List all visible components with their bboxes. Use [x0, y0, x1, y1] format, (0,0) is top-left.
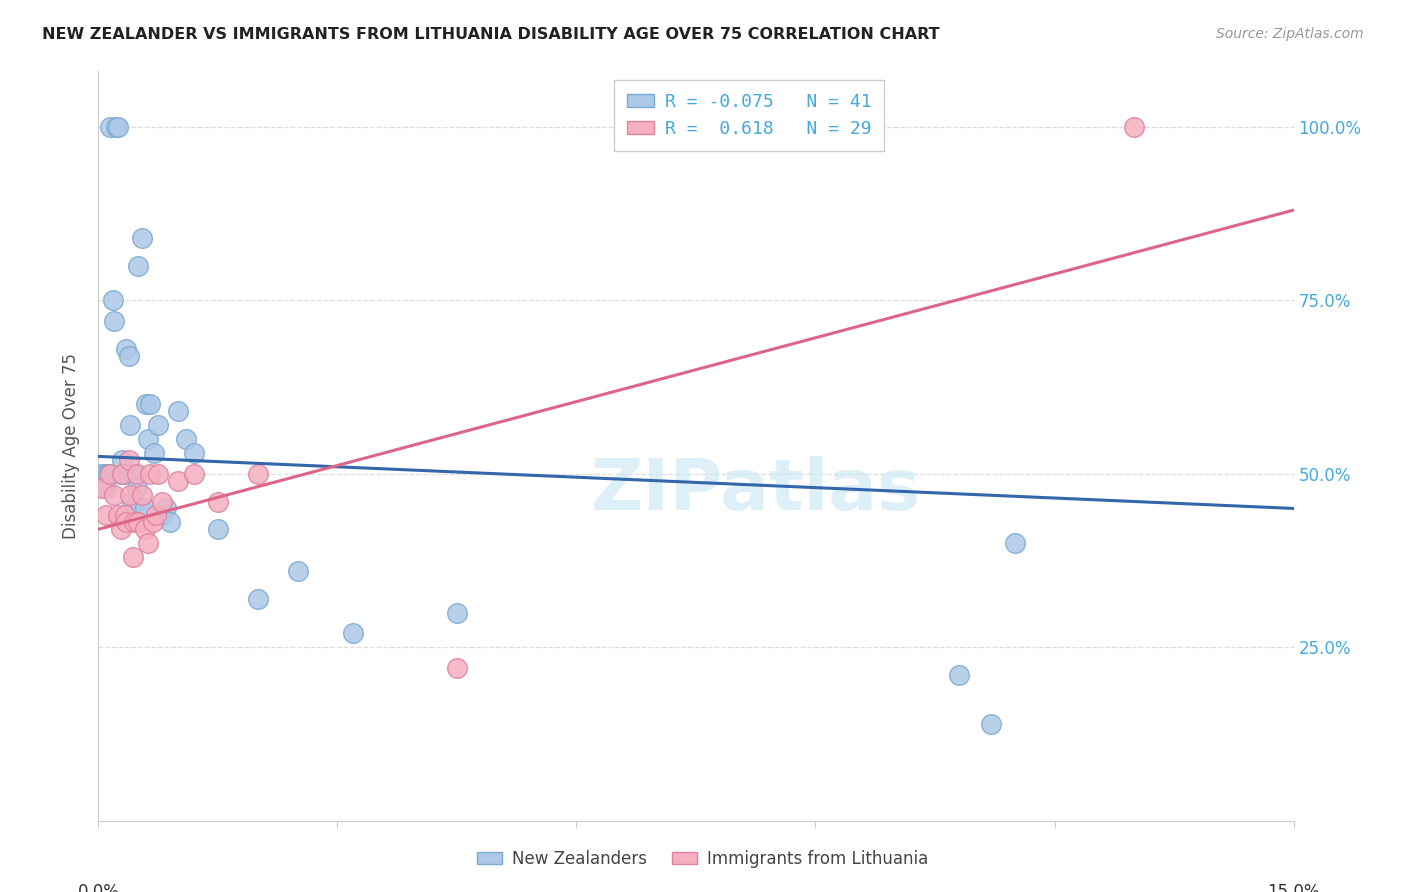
- Point: [121, 549, 143, 564]
- Point: [980, 716, 1002, 731]
- Point: [128, 501, 150, 516]
- Point: [1004, 536, 1026, 550]
- Point: [103, 314, 125, 328]
- Point: [125, 467, 148, 481]
- Point: [135, 397, 157, 411]
- Point: [121, 494, 143, 508]
- Point: [207, 522, 229, 536]
- Point: [127, 259, 149, 273]
- Point: [101, 293, 124, 308]
- Point: [246, 467, 269, 481]
- Point: [112, 467, 135, 481]
- Point: [174, 432, 197, 446]
- Point: [159, 516, 181, 530]
- Point: [183, 467, 205, 481]
- Point: [104, 120, 127, 134]
- Point: [143, 446, 166, 460]
- Point: [118, 349, 141, 363]
- Point: [97, 467, 120, 481]
- Point: [446, 661, 468, 675]
- Point: [98, 467, 122, 481]
- Point: [107, 508, 129, 523]
- Text: Source: ZipAtlas.com: Source: ZipAtlas.com: [1216, 27, 1364, 41]
- Point: [118, 453, 141, 467]
- Text: NEW ZEALANDER VS IMMIGRANTS FROM LITHUANIA DISABILITY AGE OVER 75 CORRELATION CH: NEW ZEALANDER VS IMMIGRANTS FROM LITHUAN…: [42, 27, 939, 42]
- Point: [287, 564, 309, 578]
- Point: [155, 501, 177, 516]
- Point: [246, 591, 269, 606]
- Point: [446, 606, 468, 620]
- Point: [207, 494, 229, 508]
- Point: [139, 397, 162, 411]
- Point: [136, 432, 159, 446]
- Point: [94, 467, 117, 481]
- Point: [91, 481, 114, 495]
- Point: [96, 508, 118, 523]
- Point: [115, 342, 138, 356]
- Point: [150, 508, 173, 523]
- Point: [148, 418, 170, 433]
- Point: [167, 474, 190, 488]
- Point: [111, 453, 134, 467]
- Point: [131, 231, 153, 245]
- Text: 0.0%: 0.0%: [77, 883, 120, 892]
- Point: [103, 487, 125, 501]
- Point: [96, 481, 118, 495]
- Legend: R = -0.075   N = 41, R =  0.618   N = 29: R = -0.075 N = 41, R = 0.618 N = 29: [614, 80, 884, 151]
- Point: [107, 120, 129, 134]
- Point: [136, 536, 159, 550]
- Point: [114, 508, 136, 523]
- Point: [142, 516, 165, 530]
- Point: [1123, 120, 1146, 134]
- Point: [150, 494, 173, 508]
- Point: [948, 668, 970, 682]
- Point: [167, 404, 190, 418]
- Point: [120, 418, 142, 433]
- Point: [124, 467, 146, 481]
- Point: [342, 626, 364, 640]
- Text: ZIPatlas: ZIPatlas: [591, 457, 921, 525]
- Y-axis label: Disability Age Over 75: Disability Age Over 75: [62, 353, 80, 539]
- Point: [139, 467, 162, 481]
- Point: [148, 467, 170, 481]
- Point: [134, 522, 156, 536]
- Point: [131, 487, 153, 501]
- Point: [91, 467, 114, 481]
- Text: 15.0%: 15.0%: [1267, 883, 1320, 892]
- Point: [98, 120, 122, 134]
- Legend: New Zealanders, Immigrants from Lithuania: New Zealanders, Immigrants from Lithuani…: [471, 844, 935, 875]
- Point: [115, 516, 138, 530]
- Point: [110, 467, 132, 481]
- Point: [124, 516, 146, 530]
- Point: [125, 481, 148, 495]
- Point: [127, 516, 149, 530]
- Point: [111, 467, 134, 481]
- Point: [183, 446, 205, 460]
- Point: [120, 487, 142, 501]
- Point: [110, 522, 132, 536]
- Point: [145, 508, 167, 523]
- Point: [134, 501, 156, 516]
